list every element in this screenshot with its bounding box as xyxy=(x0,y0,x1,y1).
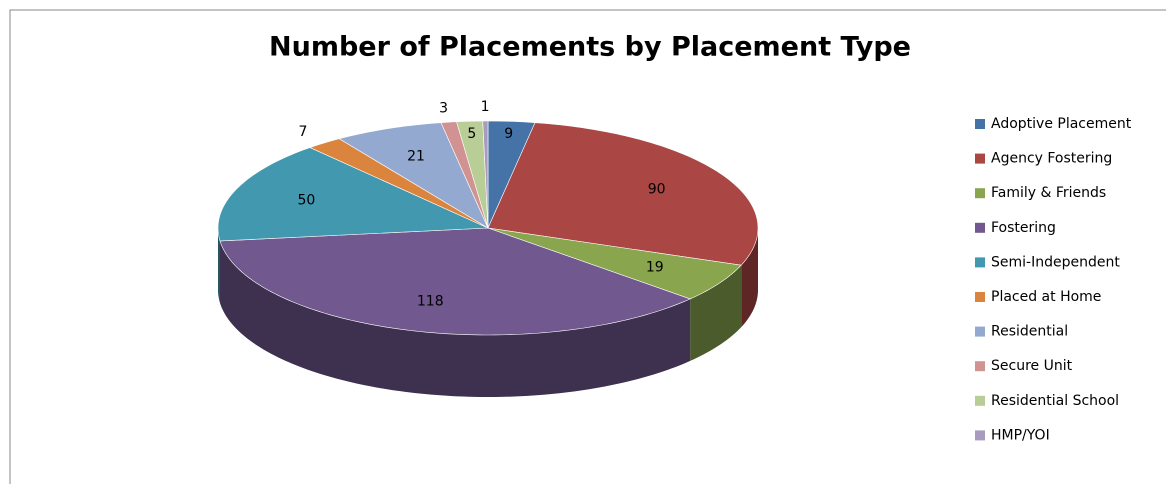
legend-label: Secure Unit xyxy=(991,358,1073,374)
legend-label: Residential xyxy=(991,324,1068,340)
legend-label: Agency Fostering xyxy=(991,151,1112,167)
slice xyxy=(309,138,489,229)
slice xyxy=(217,147,489,242)
data-label: 7 xyxy=(298,124,307,140)
legend-label: Adoptive Placement xyxy=(991,116,1132,132)
slice xyxy=(219,227,691,336)
data-label: 9 xyxy=(504,126,513,142)
slice-side xyxy=(219,240,691,397)
legend-swatch xyxy=(975,222,985,233)
slice-side xyxy=(218,228,220,303)
slice xyxy=(482,120,489,229)
slice-side xyxy=(690,265,742,361)
legend-label: Semi-Independent xyxy=(991,254,1120,270)
slice xyxy=(338,122,489,229)
legend-label: Placed at Home xyxy=(991,289,1101,305)
chart-title: Number of Placements by Placement Type xyxy=(269,32,911,63)
data-label: 21 xyxy=(407,148,425,164)
legend-label: Family & Friends xyxy=(991,185,1106,201)
data-label: 5 xyxy=(467,126,476,142)
legend-swatch xyxy=(975,257,985,268)
legend-swatch xyxy=(975,361,985,372)
slice xyxy=(487,122,759,266)
legend-label: Residential School xyxy=(991,393,1119,409)
legend-swatch xyxy=(975,430,985,441)
legend-swatch xyxy=(975,326,985,337)
legend-label: Fostering xyxy=(991,220,1056,236)
data-label: 3 xyxy=(439,100,448,116)
legend-swatch xyxy=(975,119,985,129)
legend-swatch xyxy=(975,153,985,164)
slice xyxy=(456,120,489,229)
legend-swatch xyxy=(975,188,985,199)
legend-swatch xyxy=(975,395,985,406)
legend-label: HMP/YOI xyxy=(991,427,1050,443)
data-label: 19 xyxy=(646,260,664,276)
chart-frame xyxy=(9,9,1166,484)
data-label: 90 xyxy=(648,182,666,198)
legend-swatch xyxy=(975,292,985,302)
slice xyxy=(487,227,742,300)
slice-side xyxy=(741,228,758,328)
data-label: 1 xyxy=(481,99,490,115)
data-label: 50 xyxy=(297,193,315,209)
data-label: 118 xyxy=(417,294,444,310)
